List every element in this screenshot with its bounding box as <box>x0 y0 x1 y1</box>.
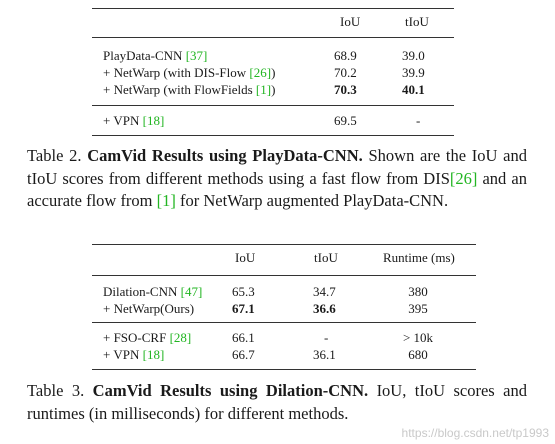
citation-link[interactable]: [1] <box>255 82 272 97</box>
table-bottom-rule <box>92 135 454 136</box>
caption-label: Table 2. <box>27 146 88 165</box>
method-name: + NetWarp (with DIS-Flow <box>103 65 250 80</box>
iou-value: 66.7 <box>232 347 255 362</box>
caption-text: and an accurate flow from <box>27 168 527 211</box>
runtime-value: 680 <box>408 347 428 362</box>
table-row: + NetWarp (with FlowFields [1]) 70.3 40.… <box>92 81 454 98</box>
method-name: + NetWarp(Ours) <box>103 301 195 316</box>
method-suffix: ) <box>271 82 276 97</box>
method-name: + NetWarp (with FlowFields <box>103 82 256 97</box>
method-name: + FSO-CRF <box>103 330 170 345</box>
tiou-value: - <box>416 113 421 128</box>
caption-text: IoU, tIoU scores and runtimes (in millis… <box>27 381 527 423</box>
tiou-value: 39.0 <box>402 48 425 63</box>
runtime-value: > 10k <box>402 330 434 345</box>
table-row: PlayData-CNN [37] 68.9 39.0 <box>92 47 454 64</box>
method-name: PlayData-CNN <box>103 48 186 63</box>
tiou-value: 36.1 <box>313 347 336 362</box>
table-header-rule <box>92 275 476 276</box>
watermark: https://blog.csdn.net/tp1993 <box>401 426 549 440</box>
citation-link[interactable]: [47] <box>180 284 203 299</box>
table-header-row: IoU tIoU <box>92 13 454 30</box>
table-bottom-rule <box>92 369 476 370</box>
citation-link[interactable]: [18] <box>142 347 165 362</box>
table-row: + FSO-CRF [28] 66.1 - > 10k <box>92 329 476 346</box>
table-header-rule <box>92 37 454 38</box>
iou-value: 65.3 <box>232 284 255 299</box>
citation-link[interactable]: [26] <box>449 168 478 188</box>
caption-text: for NetWarp augmented PlayData-CNN. <box>175 191 449 210</box>
iou-value: 68.9 <box>334 48 357 63</box>
iou-value-best: 67.1 <box>232 301 255 316</box>
table-group-rule <box>92 105 454 106</box>
method-suffix: ) <box>271 65 276 80</box>
header-iou: IoU <box>340 14 361 29</box>
table-row: Dilation-CNN [47] 65.3 34.7 380 <box>92 283 476 300</box>
header-tiou: tIoU <box>405 14 429 29</box>
caption-title: CamVid Results using PlayData-CNN. <box>87 146 363 165</box>
citation-link[interactable]: [18] <box>142 113 165 128</box>
iou-value: 69.5 <box>334 113 357 128</box>
table-2: IoU tIoU PlayData-CNN [37] 68.9 39.0 + N… <box>92 8 454 136</box>
citation-link[interactable]: [28] <box>169 330 192 345</box>
table-top-rule <box>92 8 454 9</box>
citation-link[interactable]: [37] <box>185 48 208 63</box>
table-top-rule <box>92 244 476 245</box>
table-row: + NetWarp (with DIS-Flow [26]) 70.2 39.9 <box>92 64 454 81</box>
table-group-rule <box>92 322 476 323</box>
iou-value-best: 70.3 <box>334 82 357 97</box>
table-row: + NetWarp(Ours) 67.1 36.6 395 <box>92 300 476 317</box>
table-row: + VPN [18] 66.7 36.1 680 <box>92 346 476 363</box>
header-runtime: Runtime (ms) <box>383 250 455 265</box>
iou-value: 70.2 <box>334 65 357 80</box>
caption-title: CamVid Results using Dilation-CNN. <box>92 381 369 400</box>
table-2-caption: Table 2. CamVid Results using PlayData-C… <box>27 145 527 213</box>
runtime-value: 380 <box>408 284 428 299</box>
tiou-value: 34.7 <box>313 284 336 299</box>
method-name: + VPN <box>103 113 143 128</box>
method-name: Dilation-CNN <box>103 284 181 299</box>
table-3-caption: Table 3. CamVid Results using Dilation-C… <box>27 380 527 425</box>
tiou-value: 39.9 <box>402 65 425 80</box>
citation-link[interactable]: [1] <box>156 191 176 210</box>
tiou-value-best: 36.6 <box>313 301 336 316</box>
caption-text: Shown are the IoU and tIoU scores from d… <box>27 146 527 188</box>
tiou-value-best: 40.1 <box>402 82 425 97</box>
citation-link[interactable]: [26] <box>249 65 272 80</box>
caption-label: Table 3. <box>27 381 93 400</box>
runtime-value: 395 <box>408 301 428 316</box>
table-row: + VPN [18] 69.5 - <box>92 112 454 129</box>
tiou-value: - <box>324 330 329 345</box>
table-3: IoU tIoU Runtime (ms) Dilation-CNN [47] … <box>92 244 476 370</box>
header-tiou: tIoU <box>314 250 338 265</box>
iou-value: 66.1 <box>232 330 255 345</box>
header-iou: IoU <box>235 250 256 265</box>
table-header-row: IoU tIoU Runtime (ms) <box>92 249 476 266</box>
method-name: + VPN <box>103 347 143 362</box>
